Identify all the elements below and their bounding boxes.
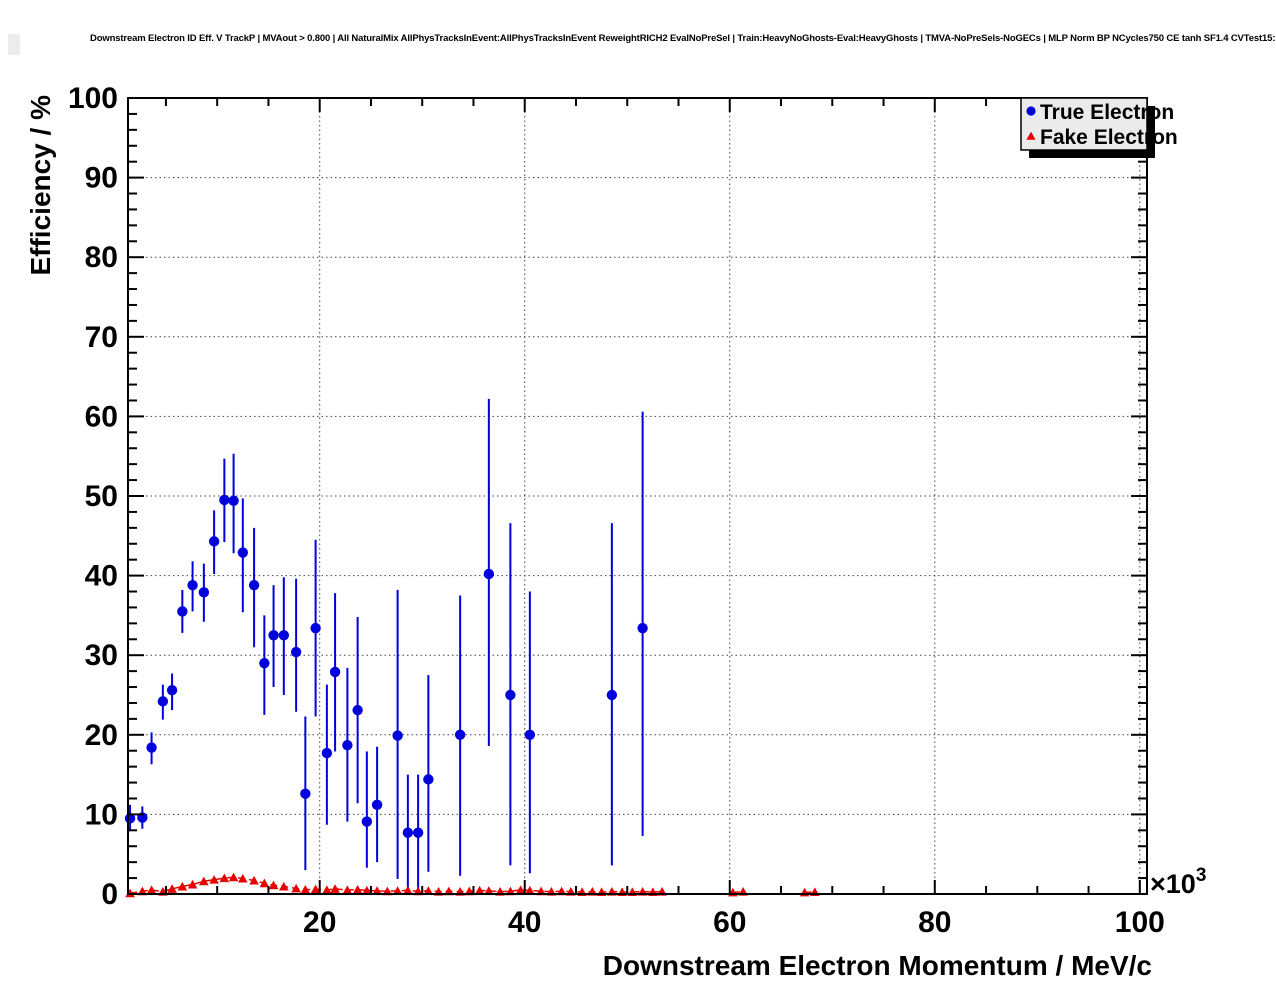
data-point-true-electron <box>228 495 239 506</box>
data-point-fake-electron <box>310 884 321 894</box>
data-point-fake-electron <box>238 873 248 883</box>
y-tick-label: 70 <box>85 321 118 354</box>
data-point-true-electron <box>237 547 249 558</box>
data-point-true-electron <box>177 606 188 617</box>
data-point-true-electron <box>352 704 363 716</box>
data-point-fake-electron <box>403 885 413 895</box>
x-axis-multiplier: ×103 <box>1150 865 1206 899</box>
gridlines <box>128 98 1147 894</box>
x-tick-label: 80 <box>918 906 951 939</box>
canvas-corner-box <box>8 34 20 55</box>
data-point-true-electron <box>278 630 290 641</box>
data-point-true-electron <box>483 568 495 580</box>
legend-label: True Electron <box>1040 101 1174 124</box>
y-tick-label: 30 <box>85 639 118 672</box>
legend-box <box>1020 97 1148 151</box>
data-point-fake-electron <box>167 884 177 893</box>
data-point-true-electron <box>219 494 230 506</box>
legend-label: Fake Electron <box>1040 126 1178 149</box>
x-axis-title: Downstream Electron Momentum / MeV/c <box>603 950 1152 981</box>
data-point-fake-electron <box>372 886 382 895</box>
axis-tick-labels: 0 10 20 30 40 50 60 70 80 90 100 20 40 60 80 100 <box>68 82 1165 939</box>
data-point-fake-electron <box>352 885 363 894</box>
data-point-fake-electron <box>187 879 198 889</box>
data-point-fake-electron <box>209 875 219 884</box>
data-point-true-electron <box>290 646 302 658</box>
data-point-true-electron <box>392 730 403 741</box>
data-point-fake-electron <box>146 885 157 895</box>
x-tick-label: 100 <box>1115 906 1165 939</box>
y-tick-label: 90 <box>85 162 118 195</box>
data-point-fake-electron <box>219 873 230 883</box>
data-point-true-electron <box>402 827 414 838</box>
y-tick-label: 60 <box>85 400 118 433</box>
data-point-true-electron <box>268 630 279 641</box>
data-point-true-electron <box>606 689 618 701</box>
data-point-fake-electron <box>199 876 209 886</box>
data-point-true-electron <box>208 536 220 547</box>
data-point-fake-electron <box>228 872 239 882</box>
data-point-fake-electron <box>279 881 289 891</box>
plot-title: Downstream Electron ID Eff. V TrackP | M… <box>90 33 1276 44</box>
data-point-true-electron <box>637 622 648 634</box>
legend-marker-fake-electron-icon <box>1026 131 1036 140</box>
y-tick-label: 20 <box>85 719 118 752</box>
x-tick-label: 20 <box>303 906 336 939</box>
data-point-fake-electron <box>392 886 403 895</box>
y-tick-label: 0 <box>101 878 118 911</box>
data-point-true-electron <box>524 729 536 740</box>
y-tick-label: 50 <box>85 480 118 513</box>
data-point-fake-electron <box>300 885 311 894</box>
y-tick-label: 100 <box>68 82 118 115</box>
data-point-fake-electron <box>268 880 279 890</box>
y-tick-label: 10 <box>85 798 118 831</box>
data-point-true-electron <box>198 587 210 598</box>
data-point-true-electron <box>412 827 424 838</box>
data-point-fake-electron <box>291 883 301 893</box>
data-point-true-electron <box>259 657 270 669</box>
data-point-fake-electron <box>259 878 270 888</box>
data-point-fake-electron <box>525 885 535 895</box>
y-axis-title: Efficiency / % <box>25 95 56 276</box>
axis-ticks <box>128 97 1147 895</box>
y-tick-label: 40 <box>85 560 118 593</box>
x-tick-label: 40 <box>508 906 541 939</box>
legend-marker-true-electron-icon <box>1026 106 1036 116</box>
data-point-true-electron <box>342 739 353 751</box>
data-point-fake-electron <box>474 885 485 895</box>
data-point-true-electron <box>371 799 383 811</box>
data-point-true-electron <box>423 774 434 785</box>
data-point-fake-electron <box>362 885 372 895</box>
data-point-true-electron <box>157 696 169 707</box>
data-point-fake-electron <box>249 875 259 885</box>
data-point-fake-electron <box>125 888 135 898</box>
data-point-fake-electron <box>515 885 526 895</box>
data-point-fake-electron <box>177 881 188 891</box>
data-point-fake-electron <box>423 886 434 895</box>
data-point-true-electron <box>361 816 373 827</box>
data-point-fake-electron <box>330 884 340 893</box>
data-point-true-electron <box>166 685 178 696</box>
data-point-true-electron <box>505 689 516 701</box>
data-point-true-electron <box>300 788 311 799</box>
data-point-fake-electron <box>342 885 353 895</box>
y-tick-label: 80 <box>85 241 118 274</box>
data-point-true-electron <box>329 666 341 678</box>
data-point-true-electron <box>187 579 198 591</box>
data-point-true-electron <box>321 747 333 759</box>
data-point-fake-electron <box>484 886 494 895</box>
x-tick-label: 60 <box>713 906 746 939</box>
data-point-true-electron <box>146 742 157 753</box>
data-series <box>124 398 820 898</box>
data-point-fake-electron <box>322 885 332 895</box>
data-point-true-electron <box>248 579 260 591</box>
data-point-true-electron <box>310 622 321 634</box>
data-point-true-electron <box>454 729 466 740</box>
